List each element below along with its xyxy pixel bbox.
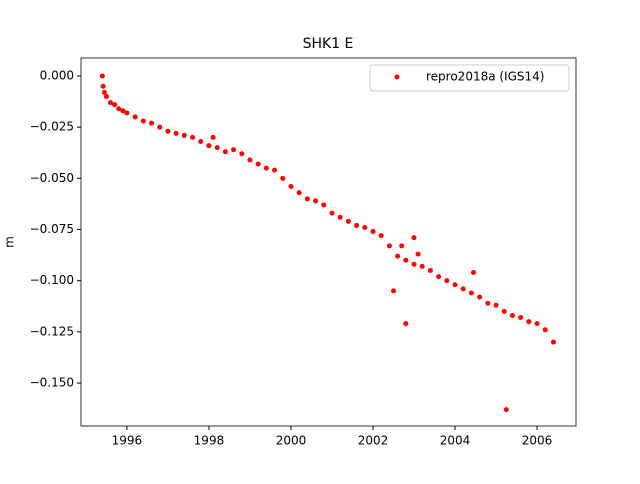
point [354, 222, 360, 228]
point [100, 83, 106, 89]
point [415, 251, 421, 257]
legend-label: repro2018a (IGS14) [426, 70, 544, 84]
point [263, 165, 269, 171]
point [247, 157, 253, 163]
point [272, 167, 278, 173]
point [124, 110, 130, 116]
point [255, 161, 261, 167]
point [210, 134, 216, 140]
point [468, 290, 474, 296]
point [542, 327, 548, 333]
legend-marker [394, 74, 400, 80]
point [391, 288, 397, 294]
point [419, 263, 425, 269]
point [386, 243, 392, 249]
point [452, 282, 458, 288]
y-tick-label: −0.125 [30, 324, 74, 338]
point [526, 319, 532, 325]
point [485, 300, 491, 306]
point [411, 261, 417, 267]
point [362, 224, 368, 230]
point [509, 312, 515, 318]
point [370, 229, 376, 235]
point [345, 218, 351, 224]
point [239, 151, 245, 157]
x-tick-label: 1998 [194, 434, 225, 448]
point [444, 278, 450, 284]
y-tick-label: −0.025 [30, 120, 74, 134]
point [108, 100, 114, 106]
point [304, 196, 310, 202]
point [501, 308, 507, 314]
x-tick-label: 2000 [276, 434, 307, 448]
point [296, 190, 302, 196]
point [181, 132, 187, 138]
point [165, 128, 171, 134]
point [120, 108, 126, 114]
point [395, 253, 401, 259]
point [403, 321, 409, 327]
point [503, 407, 509, 413]
y-tick-label: 0.000 [40, 69, 74, 83]
point [101, 89, 107, 95]
point [288, 184, 294, 190]
point [411, 235, 417, 241]
x-tick-label: 2002 [358, 434, 389, 448]
point [337, 214, 343, 220]
point [157, 124, 163, 130]
legend-box [369, 64, 570, 92]
point [329, 210, 335, 216]
chart-title: SHK1 E [303, 36, 354, 52]
y-tick-label: −0.100 [30, 273, 74, 287]
point [132, 114, 138, 120]
point [534, 321, 540, 327]
point [518, 315, 524, 321]
point [206, 143, 212, 149]
point [436, 274, 442, 280]
x-tick-label: 2004 [440, 434, 471, 448]
point [550, 339, 556, 345]
plot-frame [80, 57, 577, 427]
point [190, 134, 196, 140]
point [103, 93, 109, 99]
y-tick-label: −0.050 [30, 171, 74, 185]
point [149, 120, 155, 126]
point [116, 106, 122, 112]
point [313, 198, 319, 204]
point [427, 267, 433, 273]
point [470, 269, 476, 275]
x-tick-label: 1996 [112, 434, 143, 448]
point [477, 294, 483, 300]
point [231, 147, 237, 153]
point [460, 286, 466, 292]
point [399, 243, 405, 249]
point [321, 202, 327, 208]
point [214, 145, 220, 151]
y-tick-label: −0.150 [30, 376, 74, 390]
point [493, 302, 499, 308]
point [378, 233, 384, 239]
point [222, 149, 228, 155]
y-axis-label: m [3, 236, 17, 248]
point [99, 73, 105, 79]
point [280, 175, 286, 181]
point [173, 130, 179, 136]
point [198, 139, 204, 145]
point [140, 118, 146, 124]
y-tick-label: −0.075 [30, 222, 74, 236]
x-tick-label: 2006 [522, 434, 553, 448]
point [112, 102, 118, 108]
point [403, 257, 409, 263]
